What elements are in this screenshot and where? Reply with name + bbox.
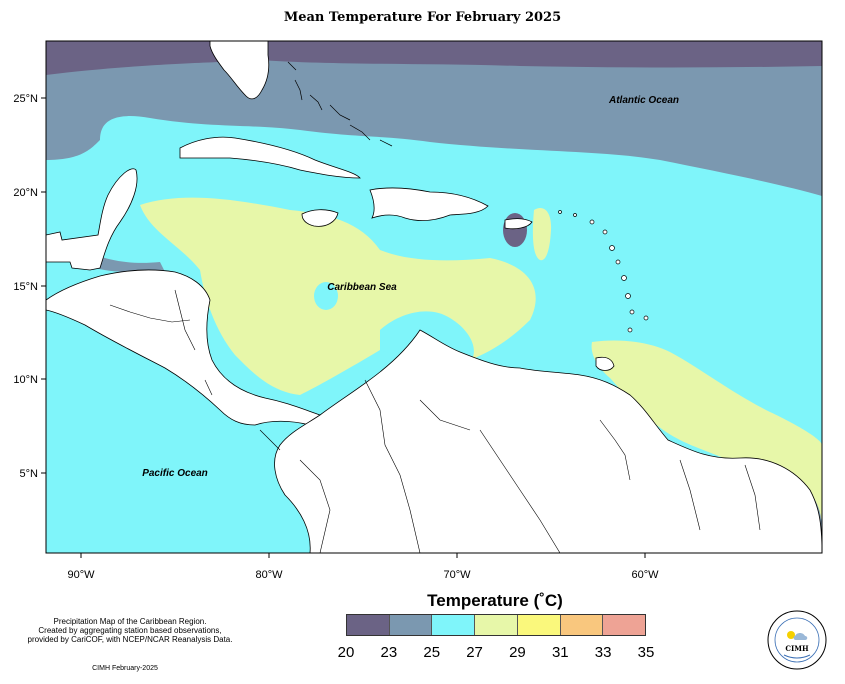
legend-color-bar	[346, 614, 646, 636]
logo-center-text: CIMH	[785, 644, 809, 653]
legend-tick-label: 35	[637, 644, 655, 661]
map-frame	[45, 40, 823, 554]
atlantic-ocean-label: Atlantic Ocean	[608, 95, 679, 106]
legend-swatch	[347, 615, 390, 635]
legend-tick-label: 20	[337, 644, 355, 661]
legend-swatch	[432, 615, 476, 635]
x-tick-label-80w: 80°W	[255, 569, 283, 581]
y-tick-labels: 25°N 20°N 15°N 10°N 5°N	[13, 93, 38, 480]
x-tick-label-60w: 60°W	[631, 569, 659, 581]
legend-swatch	[560, 615, 604, 635]
legend-swatch	[517, 615, 561, 635]
zone-27-29-pr	[532, 208, 552, 261]
map-description: Precipitation Map of the Caribbean Regio…	[10, 617, 250, 644]
bahamas-islands	[287, 61, 393, 147]
legend-tick-label: 29	[509, 644, 526, 661]
caribbean-sea-label: Caribbean Sea	[327, 282, 397, 293]
pacific-ocean-label: Pacific Ocean	[142, 468, 208, 479]
x-tick-label-90w: 90°W	[67, 569, 95, 581]
country-borders	[109, 289, 761, 553]
sun-icon	[787, 631, 795, 639]
credit-text: CIMH February-2025	[92, 665, 158, 672]
y-tick-label-25: 25°N	[13, 93, 38, 105]
map-area	[46, 41, 822, 553]
x-tick-marks	[80, 553, 646, 558]
zone-23-25-ca	[95, 255, 165, 273]
legend-swatch	[389, 615, 433, 635]
legend-title: Temperature (˚C)	[427, 591, 563, 610]
land	[46, 41, 822, 553]
y-tick-marks	[41, 97, 46, 474]
legend-swatch	[475, 615, 518, 635]
y-tick-label-5: 5°N	[20, 468, 39, 480]
legend-tick-label: 27	[466, 644, 483, 661]
legend-tick-label: 23	[380, 644, 398, 661]
cloud-icon	[793, 633, 808, 640]
y-tick-label-10: 10°N	[13, 374, 38, 386]
x-tick-labels: 90°W 80°W 70°W 60°W	[67, 569, 659, 581]
map-description-line2: Created by aggregating station based obs…	[38, 626, 222, 635]
zone-25-27-pocket	[314, 282, 338, 310]
y-tick-label-15: 15°N	[13, 281, 38, 293]
cimh-logo: CIMH	[767, 610, 827, 670]
legend-swatch	[603, 615, 646, 635]
legend-tick-label: 31	[551, 644, 569, 661]
legend-tick-label: 25	[423, 644, 441, 661]
map-description-line3: provided by CariCOF, with NCEP/NCAR Rean…	[27, 635, 233, 644]
y-tick-label-20: 20°N	[13, 187, 38, 199]
map-description-line1: Precipitation Map of the Caribbean Regio…	[53, 617, 207, 626]
x-tick-label-70w: 70°W	[443, 569, 471, 581]
zone-20-23-pr	[503, 213, 527, 247]
legend-tick-label: 33	[594, 644, 612, 661]
map-title: Mean Temperature For February 2025	[283, 10, 562, 25]
legend-ticks: 20 23 25 27 29 31 33 35	[338, 644, 655, 664]
lesser-antilles	[558, 210, 649, 333]
